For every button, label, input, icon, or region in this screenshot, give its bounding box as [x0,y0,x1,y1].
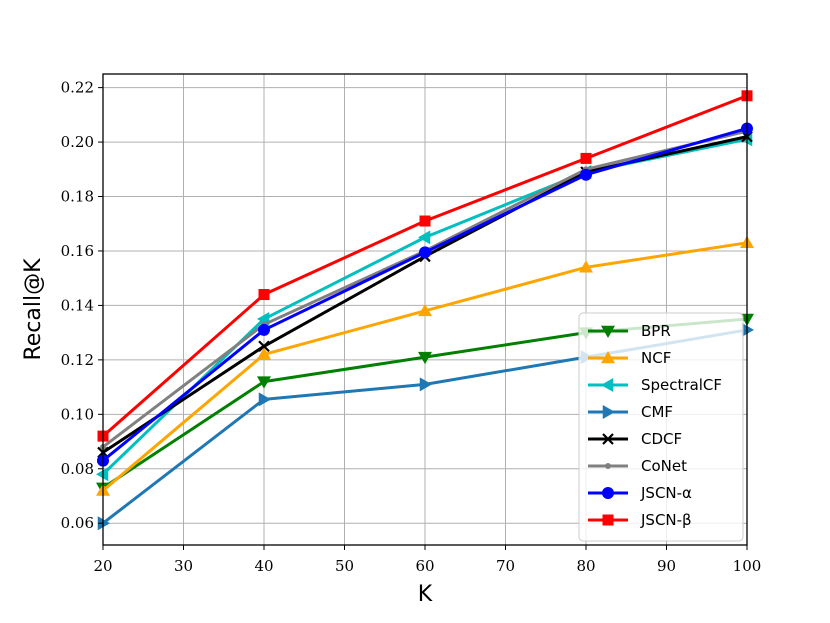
data-point [419,377,432,392]
legend-marker [602,487,614,499]
data-point [257,347,271,360]
x-tick-label: 70 [496,557,515,575]
data-point [257,376,271,389]
data-point [418,303,432,317]
legend-item: CDCF [588,430,682,448]
y-tick-label: 0.08 [61,460,94,478]
data-point [258,289,270,301]
y-tick-label: 0.06 [61,514,94,532]
data-point [418,351,432,365]
data-point [258,323,270,336]
series-1 [96,235,754,496]
legend-label: JSCN-β [640,511,692,529]
y-axis-label: Recall@K [21,258,46,361]
legend-marker [601,351,615,364]
x-tick-label: 20 [93,557,112,575]
legend-label: NCF [641,349,671,367]
legend-marker [601,378,614,392]
data-point [741,322,754,337]
data-point [580,152,592,164]
data-point [96,467,109,482]
legend-label: CoNet [641,457,687,475]
legend-box [578,312,744,542]
y-tick-label: 0.16 [61,242,94,260]
legend-marker [605,463,611,469]
y-tick-label: 0.14 [61,296,94,314]
y-tick-label: 0.10 [61,405,94,423]
legend-item: CMF [588,403,673,421]
y-tick-label: 0.18 [61,188,94,206]
legend-label: JSCN-α [640,484,692,502]
legend-item: BPR [588,322,671,340]
data-point [579,260,593,273]
x-tick-label: 40 [254,557,273,575]
data-point [97,516,110,531]
x-axis-label: K [418,582,433,607]
data-point [418,230,431,245]
legend-label: CDCF [641,430,682,448]
y-tick-label: 0.22 [61,79,94,97]
legend-label: CMF [641,403,673,421]
legend-marker [602,405,615,419]
y-tick-label: 0.12 [61,351,94,369]
data-point [419,246,431,259]
data-point [419,215,431,227]
legend-item: JSCN-α [588,484,692,502]
x-tick-label: 100 [733,557,762,575]
legend: BPR NCF SpectralCF CMF CDCF CoNet JSCN-α JSCN-β [578,312,744,542]
legend-item: SpectralCF [588,376,722,394]
x-tick-label: 30 [174,557,193,575]
data-point [258,340,270,353]
x-tick-label: 90 [657,557,676,575]
legend-item: CoNet [588,457,687,475]
axis-ticks: 20 30 40 50 60 70 80 90 100 0.06 0.08 0.10 0.12 0.14 0… [61,79,762,575]
legend-label: BPR [641,322,671,340]
legend-marker [602,433,614,445]
legend-item: JSCN-β [588,511,692,529]
data-point [258,392,271,407]
x-tick-label: 80 [576,557,595,575]
legend-marker [602,514,614,526]
legend-marker [601,325,615,338]
x-tick-label: 50 [335,557,354,575]
y-tick-label: 0.20 [61,133,94,151]
x-tick-label: 60 [415,557,434,575]
legend-item: NCF [588,349,671,367]
data-point [580,168,592,181]
legend-label: SpectralCF [641,376,722,394]
